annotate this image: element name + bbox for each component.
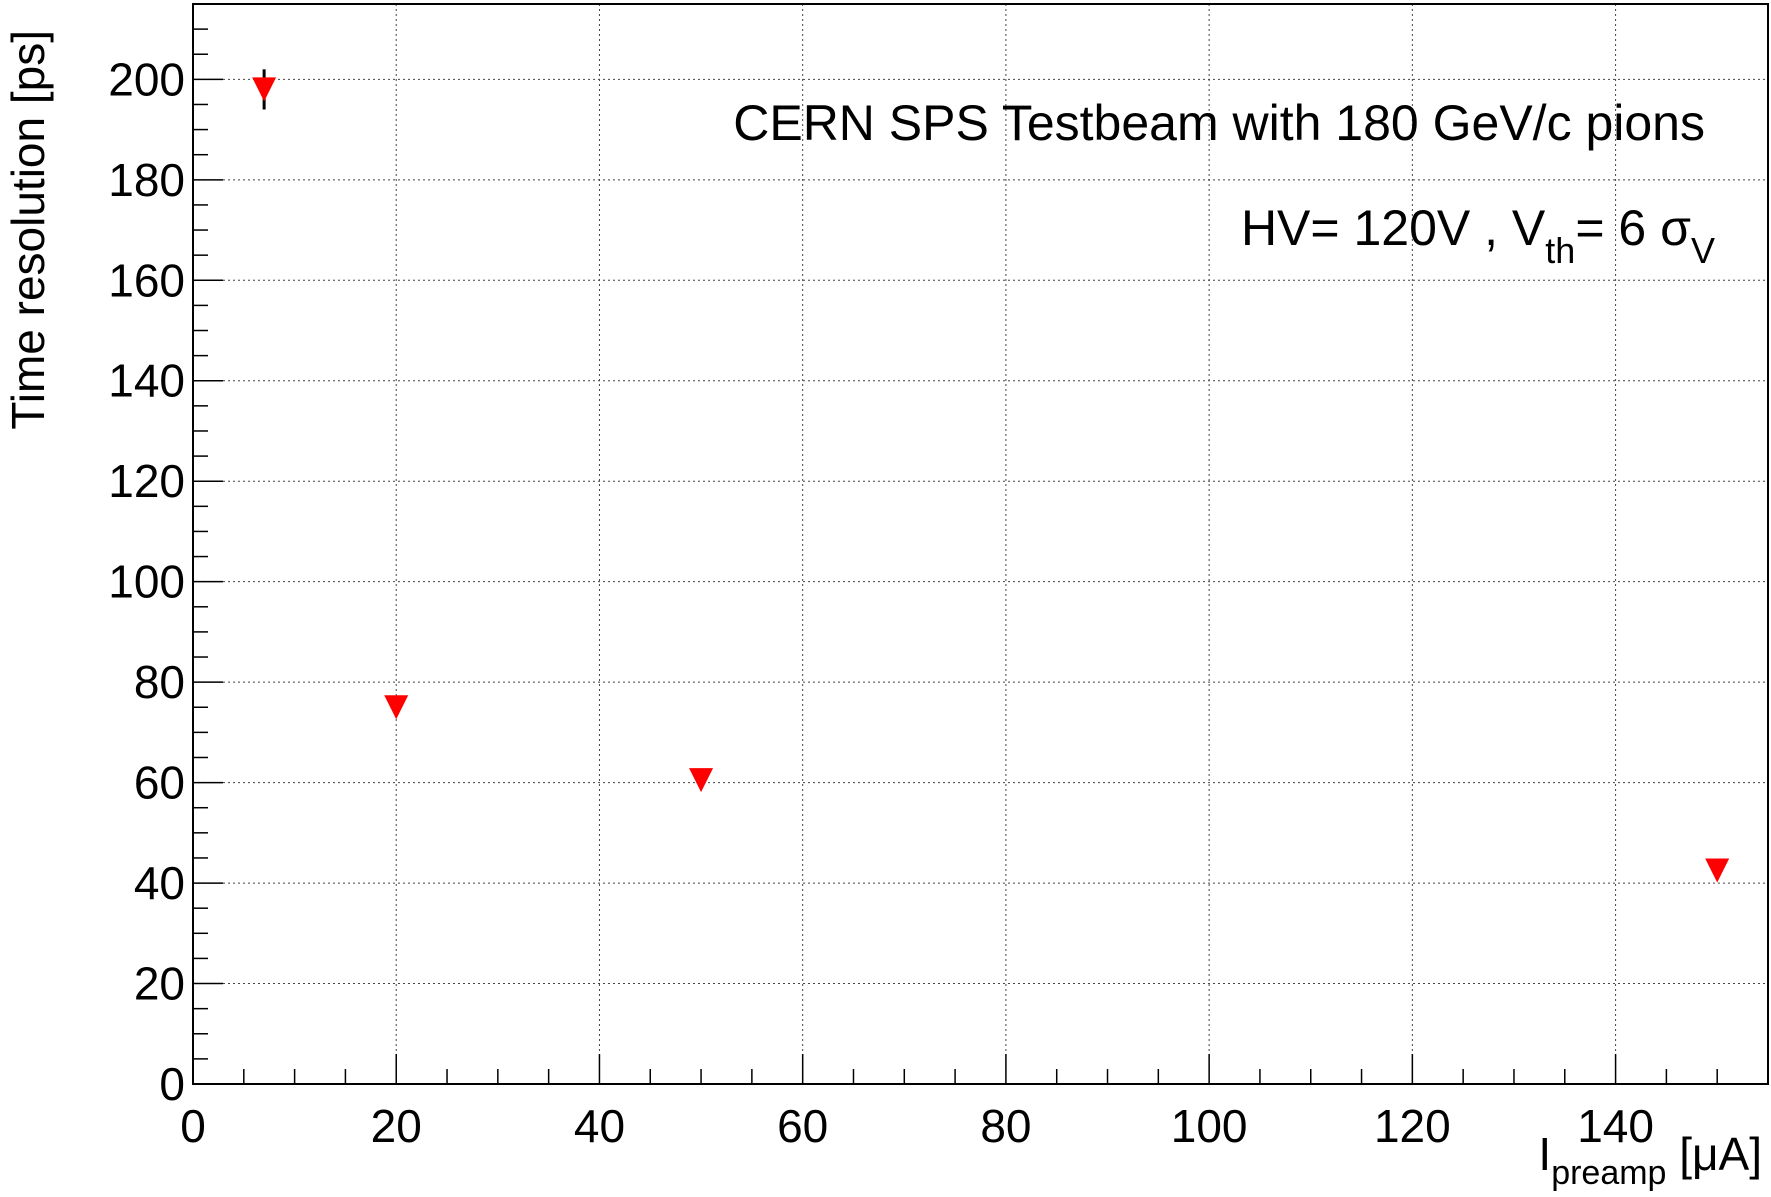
sigma-subscript: V <box>1691 230 1715 271</box>
plot-frame <box>192 3 1769 1085</box>
y-tick-label: 100 <box>108 556 185 608</box>
x-tick-label: 0 <box>180 1100 206 1152</box>
x-tick-label: 40 <box>574 1100 625 1152</box>
sigma-symbol: σ <box>1660 200 1691 256</box>
eq-text: = 6 <box>1575 200 1660 256</box>
x-tick-label: 100 <box>1171 1100 1248 1152</box>
x-tick-label: 140 <box>1577 1100 1654 1152</box>
y-tick-label: 40 <box>134 857 185 909</box>
y-tick-label: 60 <box>134 757 185 809</box>
x-label-unit: [μA] <box>1666 1128 1762 1180</box>
tick-labels: 0 20 40 60 80 100 120 140 0 20 40 60 80 100 120 140 160 1… <box>108 53 1654 1152</box>
data-point-marker <box>252 77 277 102</box>
x-tick-label: 80 <box>980 1100 1031 1152</box>
y-tick-label: 140 <box>108 355 185 407</box>
x-label-sub: preamp <box>1551 1154 1666 1192</box>
y-tick-label: 180 <box>108 154 185 206</box>
y-axis-label: Time resolution [ps] <box>2 30 54 430</box>
data-points <box>252 69 1730 883</box>
y-tick-label: 80 <box>134 656 185 708</box>
y-tick-label: 20 <box>134 958 185 1010</box>
vth-subscript: th <box>1545 230 1575 271</box>
x-label-main: I <box>1538 1128 1551 1180</box>
hv-text: HV= 120V , V <box>1241 200 1546 256</box>
annotation-title: CERN SPS Testbeam with 180 GeV/c pions <box>733 95 1705 151</box>
y-tick-label: 0 <box>159 1058 185 1110</box>
y-tick-label: 200 <box>108 53 185 105</box>
x-tick-label: 60 <box>777 1100 828 1152</box>
x-tick-label: 120 <box>1374 1100 1451 1152</box>
grid <box>193 4 1768 1084</box>
data-point-marker <box>1705 858 1730 883</box>
data-point-marker <box>689 768 714 793</box>
y-tick-label: 120 <box>108 455 185 507</box>
x-tick-label: 20 <box>371 1100 422 1152</box>
axis-ticks <box>192 3 1769 1085</box>
data-point-marker <box>384 695 409 720</box>
x-axis-label: Ipreamp [μA] <box>1538 1128 1762 1192</box>
y-tick-label: 160 <box>108 254 185 306</box>
annotation-conditions: HV= 120V , Vth= 6 σV <box>1241 200 1715 271</box>
